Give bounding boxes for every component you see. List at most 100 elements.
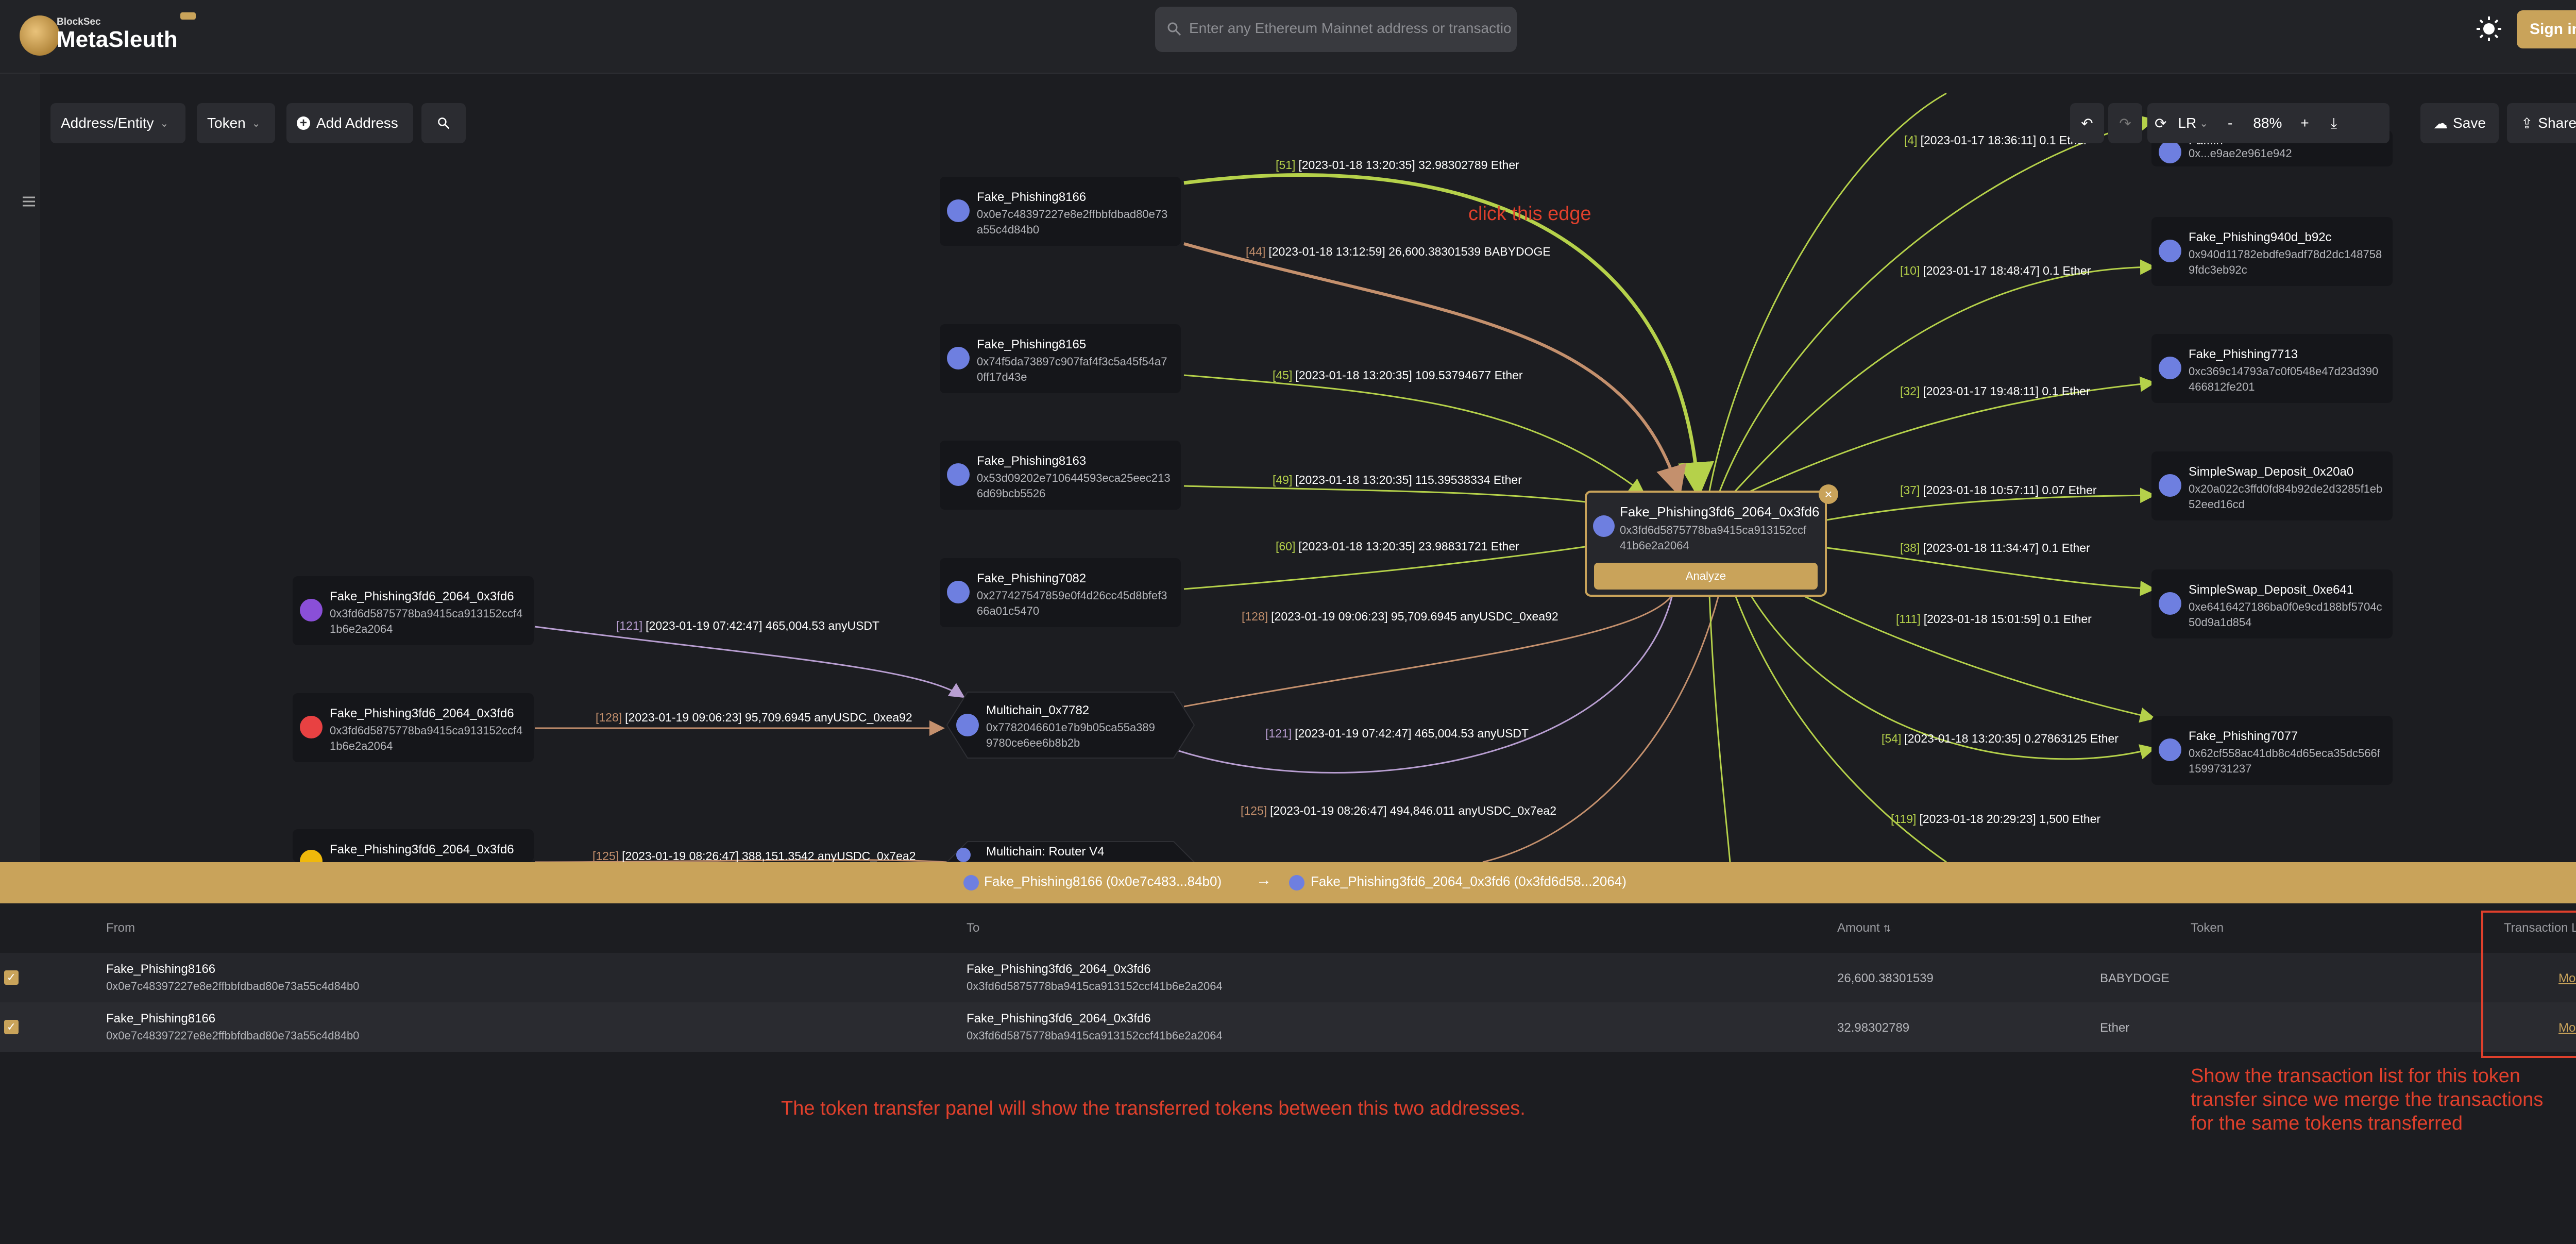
from-address[interactable]: 0x0e7c48397227e8e2ffbbfdbad80e73a55c4d84… [106, 1029, 360, 1042]
close-icon[interactable]: × [1819, 484, 1838, 504]
edge-label-54[interactable]: [54] [2023-01-18 13:20:35] 0.27863125 Eth… [1882, 732, 2119, 745]
more-link[interactable]: More > [2558, 971, 2576, 985]
edge-top[interactable] [1708, 92, 1947, 492]
node-fake-phishing-940d[interactable]: Fake_Phishing940d_b92c 0x940d11782ebdfe9… [2151, 217, 2393, 286]
edge-4[interactable] [1719, 115, 2156, 492]
from-address[interactable]: 0x0e7c48397227e8e2ffbbfdbad80e73a55c4d84… [106, 980, 360, 993]
node-fake-phishing-8163[interactable]: Fake_Phishing8163 0x53d09202e710644593ec… [940, 441, 1181, 510]
row-checkbox[interactable]: ✓ [4, 1020, 19, 1034]
node-fake-phishing-7082[interactable]: Fake_Phishing7082 0x277427547859e0f4d26c… [940, 558, 1181, 627]
token-dropdown[interactable]: Token ⌄ [197, 103, 275, 143]
edge-label-121a[interactable]: [121] [2023-01-19 07:42:47] 465,004.53 an… [616, 619, 879, 632]
to-address[interactable]: 0x3fd6d5875778ba9415ca913152ccf41b6e2a20… [967, 1029, 1223, 1042]
col-token: Token [2191, 921, 2224, 935]
node-left-fake-phishing-3[interactable]: Fake_Phishing3fd6_2064_0x3fd6 [293, 829, 534, 872]
col-amount[interactable]: Amount ⇅ [1837, 921, 1891, 935]
search-input[interactable]: Enter any Ethereum Mainnet address or tr… [1155, 7, 1517, 52]
edge-45[interactable] [1183, 374, 1645, 494]
edge-label-119[interactable]: [119] [2023-01-18 20:29:23] 1,500 Ether [1891, 812, 2100, 826]
zoom-out-button[interactable]: - [2228, 115, 2233, 131]
sign-in-button[interactable]: Sign in [2517, 10, 2576, 48]
list-icon[interactable] [20, 192, 38, 211]
node-fake-phishing-8165[interactable]: Fake_Phishing8165 0x74f5da73897c907faf4f… [940, 324, 1181, 393]
edge-label-10[interactable]: [10] [2023-01-17 18:48:47] 0.1 Ether [1900, 264, 2091, 277]
edge-125b[interactable] [534, 859, 947, 862]
edge-37[interactable] [1826, 487, 2156, 521]
add-address-label: Add Address [316, 115, 398, 131]
edge-49[interactable] [1183, 485, 1609, 511]
multichain-node-shape[interactable] [946, 692, 1195, 759]
sun-icon[interactable] [2476, 15, 2502, 42]
redo-button[interactable]: ↷ [2108, 103, 2142, 143]
edge-121b[interactable] [1155, 595, 1673, 774]
download-icon[interactable]: ⤓ [2330, 114, 2337, 131]
node-name: Fake_Phishing8165 [977, 338, 1087, 351]
edge-38[interactable] [1826, 547, 2156, 596]
graph-search-button[interactable] [421, 103, 466, 143]
direction-select[interactable]: LR [2178, 115, 2197, 131]
to-name[interactable]: Fake_Phishing3fd6_2064_0x3fd6 [967, 962, 1151, 976]
analyze-button[interactable]: Analyze [1594, 563, 1818, 590]
edge-label-49[interactable]: [49] [2023-01-18 13:20:35] 115.39538334 E… [1273, 473, 1522, 486]
edge-label-125b[interactable]: [125] [2023-01-19 08:26:47] 388,151.3542 … [592, 849, 916, 862]
row-checkbox[interactable]: ✓ [4, 970, 19, 985]
node-left-fake-phishing-2[interactable]: Fake_Phishing3fd6_2064_0x3fd6 0x3fd6d587… [293, 693, 534, 762]
edge-128a[interactable] [1183, 595, 1673, 708]
edge-label-51[interactable]: [51] [2023-01-18 13:20:35] 32.98302789 Et… [1276, 158, 1519, 172]
node-simpleswap-e641[interactable]: SimpleSwap_Deposit_0xe641 0xe6416427186b… [2151, 569, 2393, 638]
ethereum-icon [947, 347, 970, 369]
refresh-icon[interactable]: ⟳ [2155, 115, 2167, 131]
node-multichain-7782[interactable]: Multichain_0x7782 0x7782046601e7b9b05ca5… [947, 692, 1194, 758]
edge-54[interactable] [1750, 595, 2156, 760]
edge-32[interactable] [1750, 376, 2156, 492]
edge-125a[interactable] [1482, 595, 1720, 862]
node-multichain-router[interactable]: Multichain: Router V4 [947, 842, 1194, 862]
edge-119[interactable] [1734, 595, 1947, 862]
zoom-level: 88% [2253, 115, 2282, 131]
node-fake-phishing-7077[interactable]: Fake_Phishing7077 0x62cf558ac41db8c4d65e… [2151, 716, 2393, 785]
add-address-button[interactable]: + Add Address [286, 103, 413, 143]
from-name[interactable]: Fake_Phishing8166 [106, 962, 216, 976]
more-link[interactable]: More > [2558, 1021, 2576, 1035]
table-row[interactable]: ✓ Fake_Phishing8166 0x0e7c48397227e8e2ff… [0, 953, 2576, 1002]
edge-111[interactable] [1802, 594, 2156, 723]
graph-canvas[interactable]: [51] [2023-01-18 13:20:35] 32.98302789 Et… [40, 74, 2576, 872]
to-address[interactable]: 0x3fd6d5875778ba9415ca913152ccf41b6e2a20… [967, 980, 1223, 993]
edge-label-4[interactable]: [4] [2023-01-17 18:36:11] 0.1 Ether [1904, 133, 2088, 147]
edge-51[interactable] [1183, 173, 1715, 498]
edge-label-38[interactable]: [38] [2023-01-18 11:34:47] 0.1 Ether [1900, 541, 2090, 554]
node-address: 0x277427547859e0f4d26cc45d8bfef366a01c54… [977, 589, 1167, 617]
edge-label-32[interactable]: [32] [2023-01-17 19:48:11] 0.1 Ether [1900, 384, 2090, 398]
edge-label-44[interactable]: [44] [2023-01-18 13:12:59] 26,600.3830153… [1246, 245, 1551, 258]
edge-label-128b[interactable]: [128] [2023-01-19 09:06:23] 95,709.6945 a… [596, 711, 912, 724]
from-name[interactable]: Fake_Phishing8166 [106, 1012, 216, 1026]
edge-label-37[interactable]: [37] [2023-01-18 10:57:11] 0.07 Ether [1900, 483, 2097, 497]
edge-bottom[interactable] [1708, 595, 1731, 862]
undo-button[interactable]: ↶ [2070, 103, 2104, 143]
edge-121a[interactable] [534, 626, 965, 698]
table-row[interactable]: ✓ Fake_Phishing8166 0x0e7c48397227e8e2ff… [0, 1002, 2576, 1052]
node-center-fake-phishing-3fd6[interactable]: Fake_Phishing3fd6_2064_0x3fd6 0x3fd6d587… [1585, 484, 1838, 597]
node-fake-phishing-7713[interactable]: Fake_Phishing7713 0xc369c14793a7c0f0548e… [2151, 334, 2393, 403]
edge-label-45[interactable]: [45] [2023-01-18 13:20:35] 109.53794677 E… [1273, 368, 1523, 382]
node-simpleswap-20a0[interactable]: SimpleSwap_Deposit_0x20a0 0x20a022c3ffd0… [2151, 451, 2393, 520]
node-left-fake-phishing-1[interactable]: Fake_Phishing3fd6_2064_0x3fd6 0x3fd6d587… [293, 576, 534, 645]
edge-60[interactable] [1183, 537, 1609, 590]
edge-label-125a[interactable]: [125] [2023-01-19 08:26:47] 494,846.011 a… [1241, 804, 1556, 817]
node-address: 0xc369c14793a7c0f0548e47d23d390466812fe2… [2189, 365, 2379, 393]
edge-label-111[interactable]: [111] [2023-01-18 15:01:59] 0.1 Ether [1896, 612, 2092, 626]
logo[interactable]: BlockSec MetaSleuth [20, 10, 196, 62]
edge-label-60[interactable]: [60] [2023-01-18 13:20:35] 23.98831721 Et… [1276, 540, 1519, 553]
zoom-in-button[interactable]: + [2300, 115, 2309, 131]
edge-label-128a[interactable]: [128] [2023-01-19 09:06:23] 95,709.6945 a… [1242, 610, 1558, 623]
to-address-label[interactable]: Fake_Phishing3fd6_2064_0x3fd6 (0x3fd6d58… [1311, 873, 1626, 889]
share-button[interactable]: ⇪ Share [2507, 103, 2576, 143]
edge-label-121b[interactable]: [121] [2023-01-19 07:42:47] 465,004.53 an… [1265, 727, 1529, 740]
edge-10[interactable] [1734, 259, 2156, 492]
node-fake-phishing-8166[interactable]: Fake_Phishing8166 0x0e7c48397227e8e2ffbb… [940, 177, 1181, 246]
edge-44[interactable] [1183, 242, 1686, 497]
save-button[interactable]: ☁ Save [2420, 103, 2499, 143]
from-address-label[interactable]: Fake_Phishing8166 (0x0e7c483...84b0) [984, 873, 1222, 889]
address-entity-dropdown[interactable]: Address/Entity ⌄ [50, 103, 185, 143]
to-name[interactable]: Fake_Phishing3fd6_2064_0x3fd6 [967, 1012, 1151, 1026]
